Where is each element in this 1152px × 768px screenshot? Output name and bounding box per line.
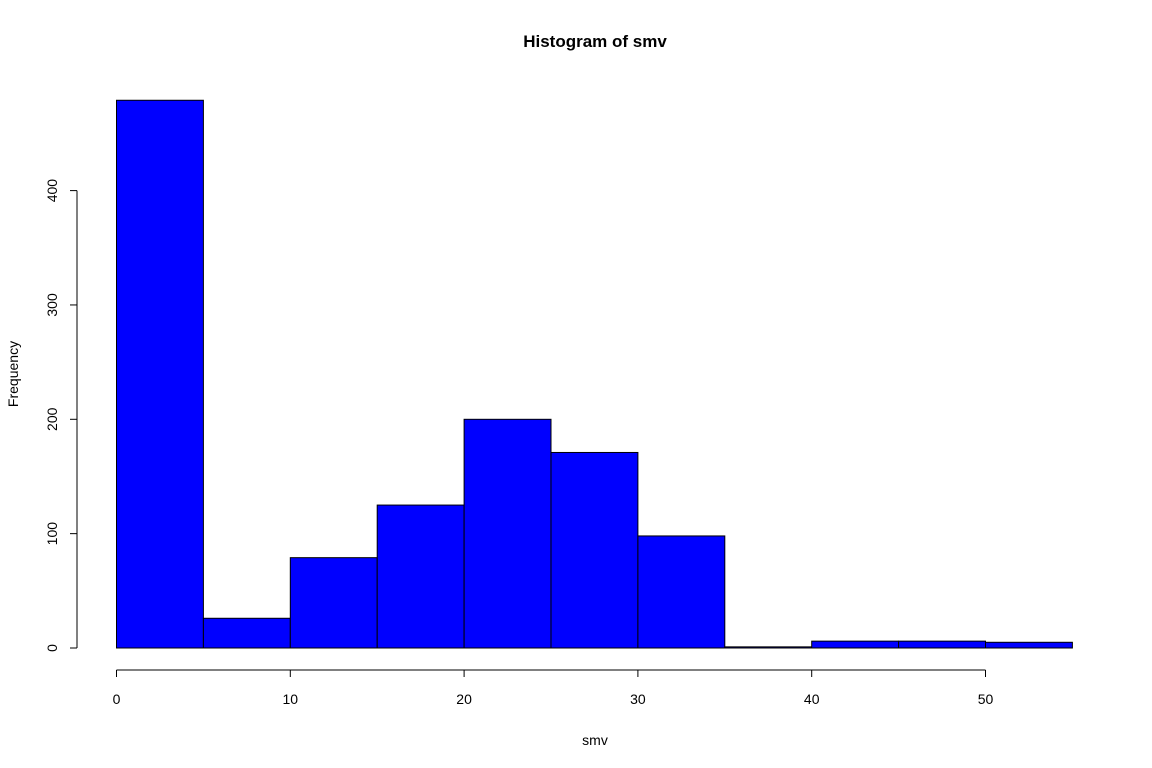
histogram-bar (985, 641, 1073, 649)
histogram-bar (463, 418, 552, 649)
x-axis-label: smv (582, 732, 608, 748)
y-tick-label: 300 (44, 293, 60, 317)
y-axis: 0 100 200 300 400 (44, 179, 78, 652)
histogram-bar (637, 535, 726, 649)
x-tick-label: 0 (113, 691, 121, 707)
histogram-bar (724, 646, 813, 649)
y-tick-label: 400 (44, 179, 60, 203)
x-tick-label: 30 (630, 691, 646, 707)
histogram-bar (202, 617, 291, 649)
y-axis-label: Frequency (5, 341, 21, 407)
x-tick-label: 20 (456, 691, 472, 707)
x-tick-label: 10 (283, 691, 299, 707)
x-axis: 0 10 20 30 40 50 (113, 669, 994, 707)
histogram-bar (898, 640, 986, 649)
histogram-bar (376, 504, 465, 649)
histogram-bar (550, 451, 639, 649)
x-tick-label: 40 (804, 691, 820, 707)
x-tick-label: 50 (978, 691, 994, 707)
y-tick-label: 100 (44, 522, 60, 546)
histogram-bar (116, 99, 204, 649)
chart-title: Histogram of smv (523, 32, 667, 51)
y-tick-label: 200 (44, 407, 60, 431)
bars-group (116, 99, 1073, 649)
histogram-bar (289, 557, 378, 649)
y-tick-label: 0 (44, 644, 60, 652)
histogram-bar (811, 640, 900, 649)
